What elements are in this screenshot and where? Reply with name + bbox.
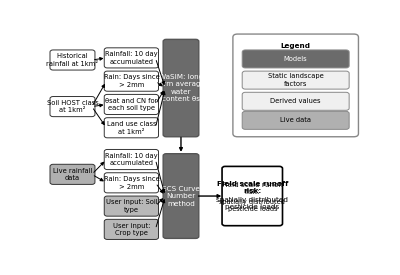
FancyBboxPatch shape [233,34,358,137]
Text: Rainfall: 10 day
accumulated: Rainfall: 10 day accumulated [105,51,158,65]
FancyBboxPatch shape [104,150,158,170]
FancyBboxPatch shape [104,196,158,216]
FancyBboxPatch shape [50,50,95,70]
FancyBboxPatch shape [163,39,199,137]
Text: Soil HOST class
at 1km²: Soil HOST class at 1km² [46,100,98,113]
Text: SCS Curve
Number
method: SCS Curve Number method [162,186,200,207]
Text: Models: Models [284,56,308,62]
Text: User input:
Crop type: User input: Crop type [113,223,150,236]
Text: spatially distributed
pesticide loads: spatially distributed pesticide loads [219,199,285,212]
FancyBboxPatch shape [104,219,158,240]
FancyBboxPatch shape [104,94,158,114]
FancyBboxPatch shape [104,48,158,68]
Text: Field scale runoff
risk:: Field scale runoff risk: [216,181,288,194]
FancyBboxPatch shape [50,164,95,185]
FancyBboxPatch shape [104,173,158,193]
Text: Live rainfall
data: Live rainfall data [53,167,92,181]
Text: WaSIM: long
term average
water
content θs: WaSIM: long term average water content θ… [156,74,206,102]
Text: User input: Soil
type: User input: Soil type [106,199,157,213]
Text: Live data: Live data [280,117,311,123]
FancyBboxPatch shape [50,97,95,117]
FancyBboxPatch shape [163,154,199,238]
Text: Derived values: Derived values [270,98,321,104]
FancyBboxPatch shape [104,71,158,91]
FancyBboxPatch shape [242,71,349,89]
Text: Rain: Days since
> 2mm: Rain: Days since > 2mm [104,176,159,189]
Text: Historical
rainfall at 1km²: Historical rainfall at 1km² [46,53,98,67]
Text: θsat and CN for
each soil type: θsat and CN for each soil type [105,98,158,111]
Text: Rain: Days since
> 2mm: Rain: Days since > 2mm [104,75,159,88]
Text: Legend: Legend [281,43,311,48]
Text: Static landscape
factors: Static landscape factors [268,73,324,87]
FancyBboxPatch shape [242,50,349,68]
FancyBboxPatch shape [104,118,158,138]
FancyBboxPatch shape [242,111,349,129]
Text: Land use class
at 1km²: Land use class at 1km² [107,121,156,134]
FancyBboxPatch shape [222,166,282,226]
Text: Field scale runoff
risk:
spatially distributed
pesticide loads: Field scale runoff risk: spatially distr… [216,182,288,210]
FancyBboxPatch shape [242,92,349,110]
Text: Rainfall: 10 day
accumulated: Rainfall: 10 day accumulated [105,153,158,166]
